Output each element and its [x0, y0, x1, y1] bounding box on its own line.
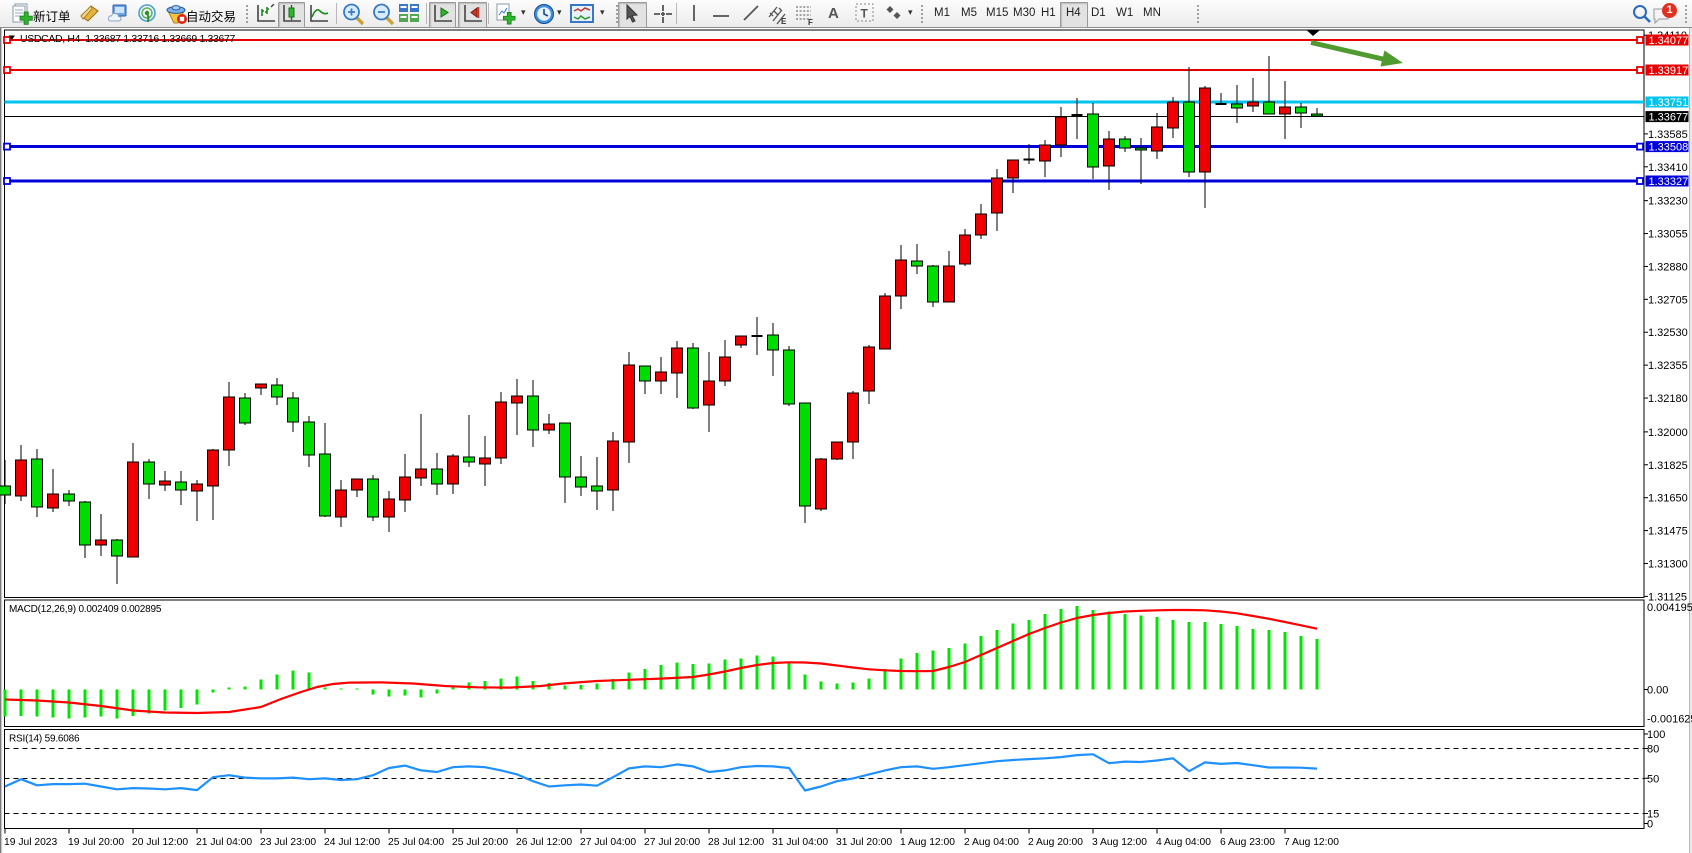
svg-text:1.33508: 1.33508 [1649, 142, 1689, 154]
svg-text:0.00: 0.00 [1647, 685, 1668, 697]
svg-text:1.31125: 1.31125 [1648, 591, 1687, 603]
svg-text:0: 0 [1647, 819, 1653, 831]
svg-text:31 Jul 20:00: 31 Jul 20:00 [836, 837, 892, 848]
svg-text:26 Jul 12:00: 26 Jul 12:00 [516, 837, 572, 848]
svg-text:USDCAD, H4 1.33687 1.33716 1.: USDCAD, H4 1.33687 1.33716 1.33669 1.336… [20, 33, 235, 45]
svg-text:1.34077: 1.34077 [1649, 35, 1689, 47]
svg-text:21 Jul 04:00: 21 Jul 04:00 [196, 837, 252, 848]
svg-text:RSI(14) 59.6086: RSI(14) 59.6086 [9, 734, 80, 745]
svg-text:1.32355: 1.32355 [1648, 360, 1688, 372]
svg-text:1.33751: 1.33751 [1649, 97, 1689, 109]
svg-text:100: 100 [1647, 729, 1665, 741]
svg-text:28 Jul 12:00: 28 Jul 12:00 [708, 837, 764, 848]
svg-text:25 Jul 20:00: 25 Jul 20:00 [452, 837, 508, 848]
svg-text:1.33585: 1.33585 [1648, 129, 1688, 141]
svg-text:27 Jul 04:00: 27 Jul 04:00 [580, 837, 636, 848]
svg-text:19 Jul 20:00: 19 Jul 20:00 [68, 837, 124, 848]
svg-text:-0.001625: -0.001625 [1647, 714, 1692, 726]
svg-text:20 Jul 12:00: 20 Jul 12:00 [132, 837, 188, 848]
svg-text:6 Aug 23:00: 6 Aug 23:00 [1220, 837, 1275, 848]
svg-text:1.32705: 1.32705 [1648, 294, 1688, 306]
svg-text:T: T [861, 7, 869, 21]
svg-text:1.32880: 1.32880 [1648, 261, 1688, 273]
svg-text:1.31650: 1.31650 [1648, 493, 1688, 505]
svg-text:25 Jul 04:00: 25 Jul 04:00 [388, 837, 444, 848]
svg-text:1.33327: 1.33327 [1649, 176, 1689, 188]
svg-text:23 Jul 23:00: 23 Jul 23:00 [260, 837, 316, 848]
svg-text:19 Jul 2023: 19 Jul 2023 [4, 837, 58, 848]
svg-text:F: F [808, 18, 813, 25]
svg-text:1.31300: 1.31300 [1648, 558, 1688, 570]
svg-text:31 Jul 04:00: 31 Jul 04:00 [772, 837, 828, 848]
svg-text:0.004195: 0.004195 [1647, 602, 1692, 614]
svg-text:1.33055: 1.33055 [1648, 229, 1688, 241]
svg-text:3 Aug 12:00: 3 Aug 12:00 [1092, 837, 1147, 848]
svg-text:7 Aug 12:00: 7 Aug 12:00 [1284, 837, 1339, 848]
svg-text:1.33917: 1.33917 [1649, 65, 1689, 77]
svg-text:1.31475: 1.31475 [1648, 526, 1688, 538]
svg-text:80: 80 [1647, 744, 1659, 756]
svg-text:27 Jul 20:00: 27 Jul 20:00 [644, 837, 700, 848]
svg-text:1.33410: 1.33410 [1648, 162, 1688, 174]
svg-text:1.32000: 1.32000 [1648, 427, 1688, 439]
svg-text:1.31825: 1.31825 [1648, 460, 1688, 472]
svg-text:50: 50 [1647, 773, 1659, 785]
svg-text:4 Aug 04:00: 4 Aug 04:00 [1156, 837, 1211, 848]
svg-text:15: 15 [1647, 809, 1659, 821]
svg-text:24 Jul 12:00: 24 Jul 12:00 [324, 837, 380, 848]
svg-text:2 Aug 20:00: 2 Aug 20:00 [1028, 837, 1083, 848]
svg-text:1.32530: 1.32530 [1648, 327, 1688, 339]
svg-text:2 Aug 04:00: 2 Aug 04:00 [964, 837, 1019, 848]
svg-text:1.32180: 1.32180 [1648, 393, 1688, 405]
svg-text:1 Aug 12:00: 1 Aug 12:00 [900, 837, 955, 848]
svg-text:E: E [781, 17, 787, 25]
svg-text:1.33677: 1.33677 [1649, 112, 1689, 124]
svg-text:1.33230: 1.33230 [1648, 196, 1688, 208]
svg-text:MACD(12,26,9) 0.002409 0.00289: MACD(12,26,9) 0.002409 0.002895 [9, 604, 162, 615]
